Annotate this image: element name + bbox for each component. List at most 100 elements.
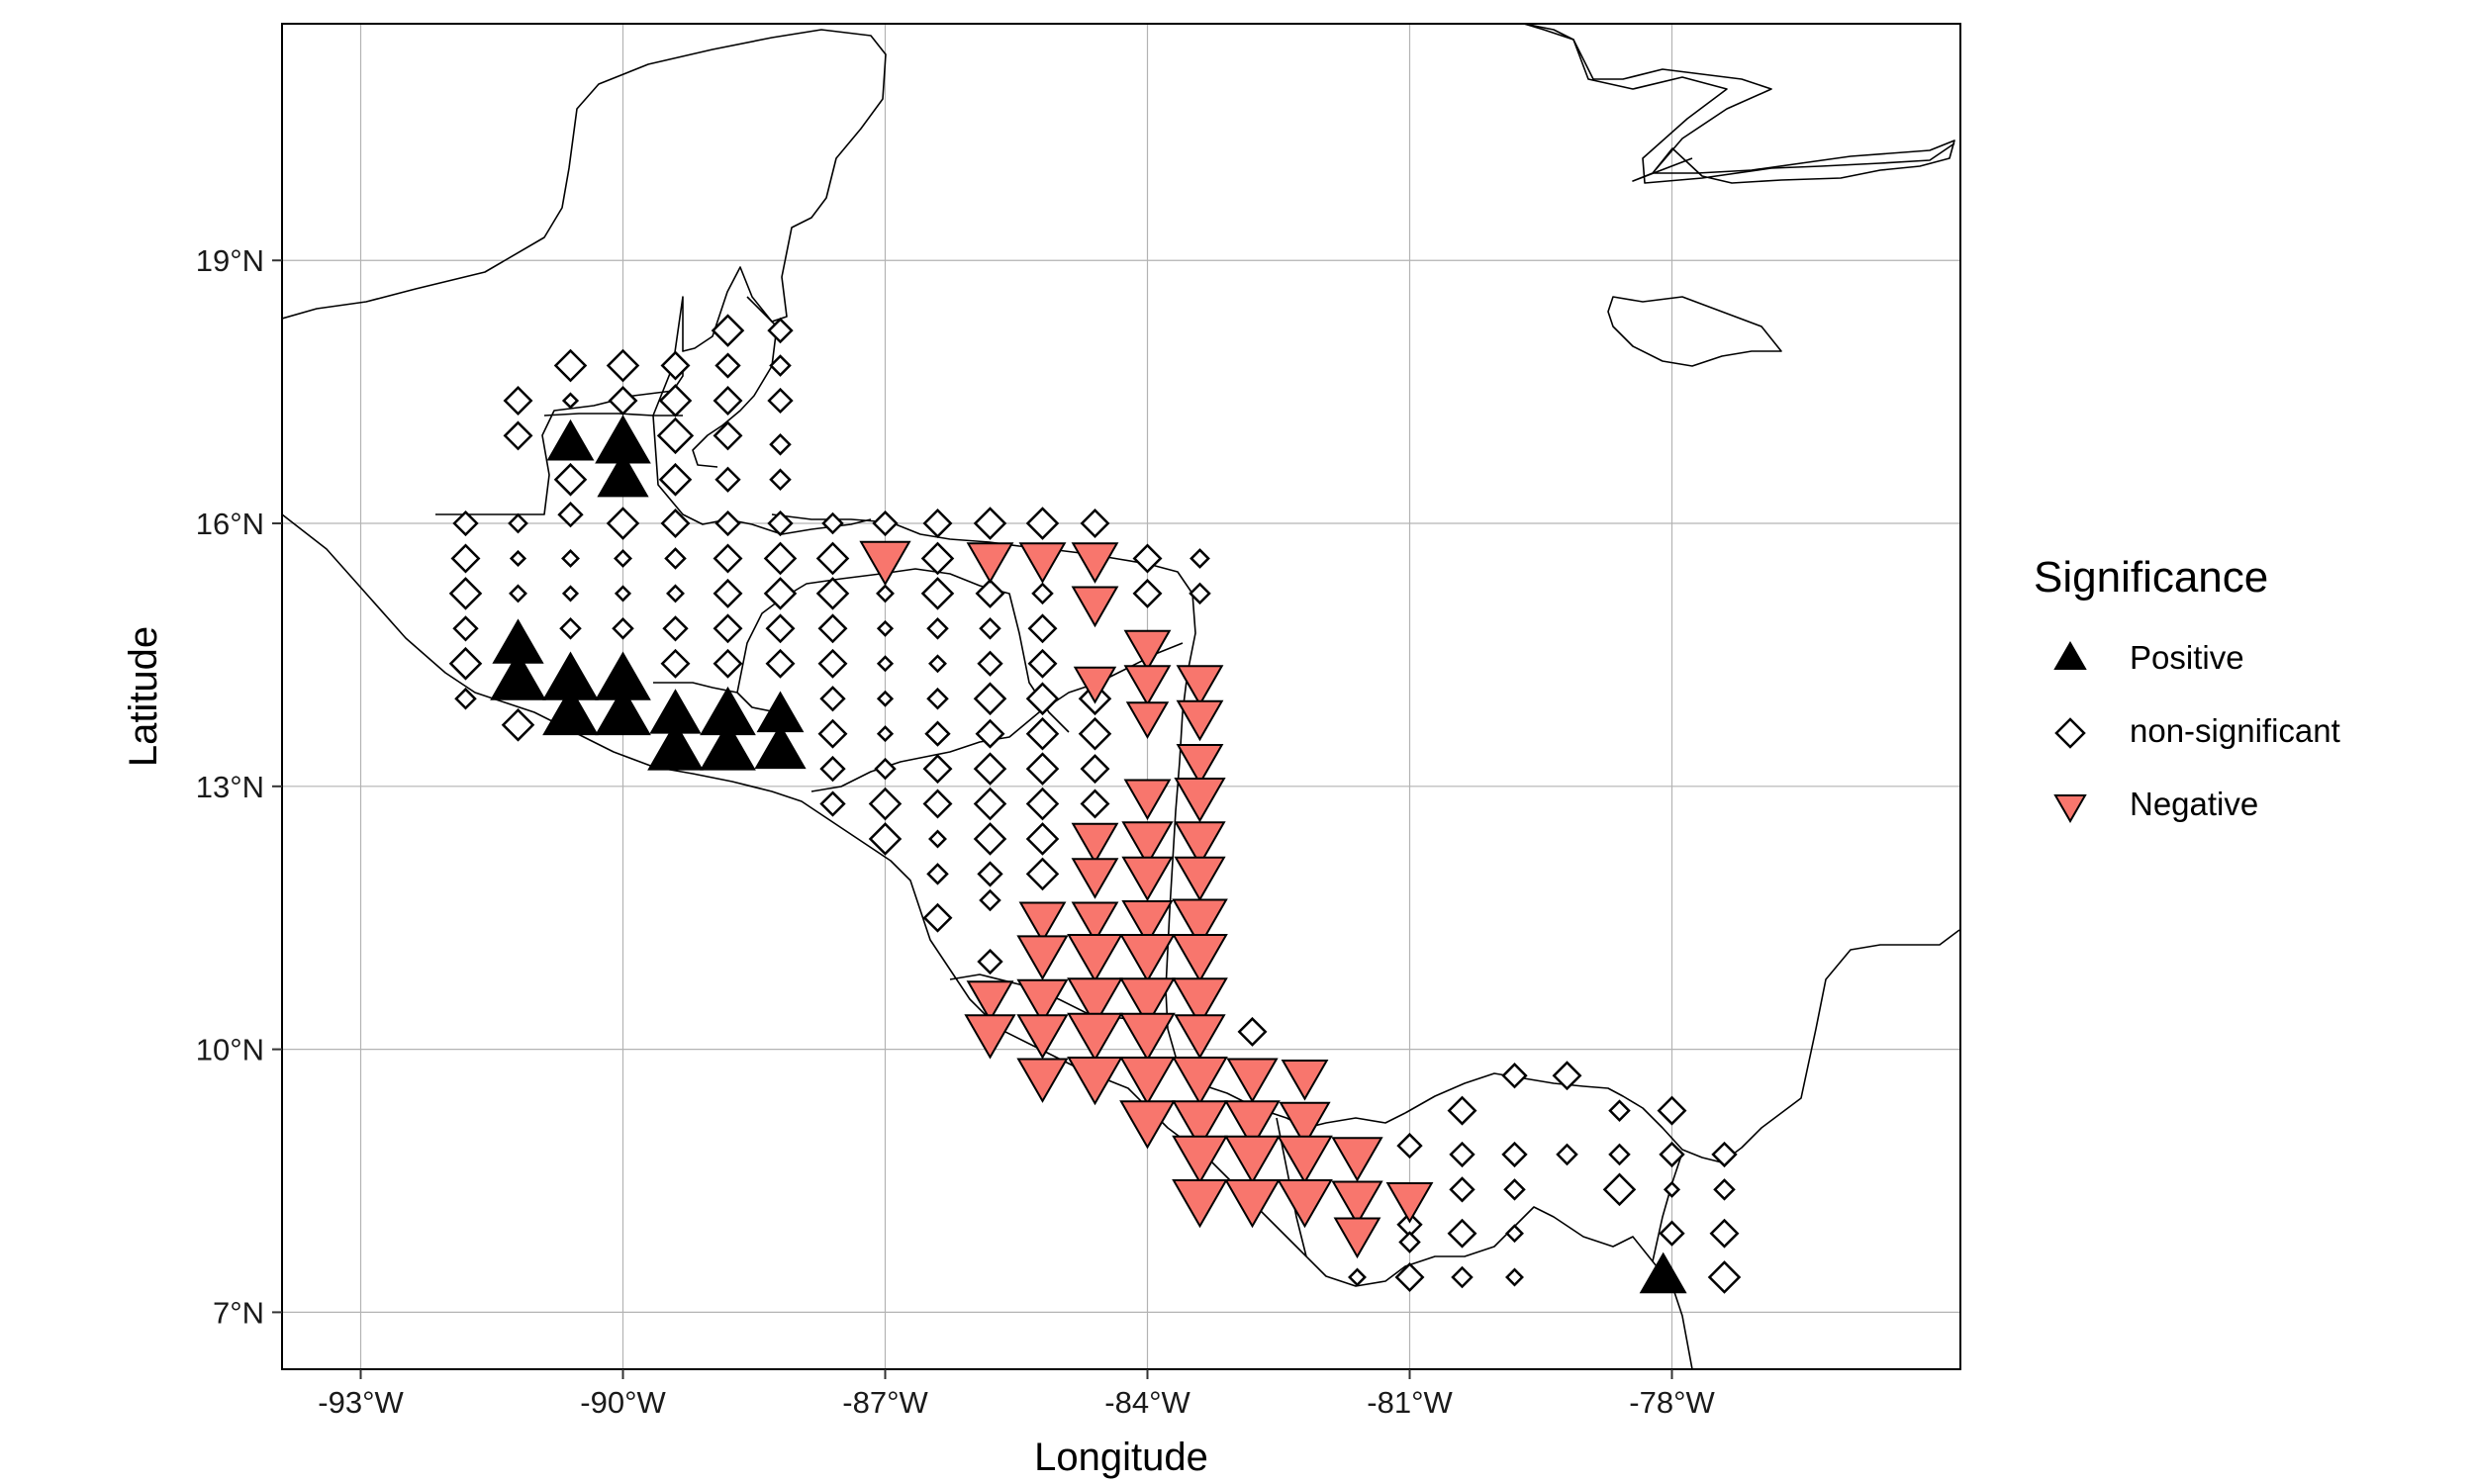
- panel-border: [281, 23, 1961, 1370]
- marker-positive-2: [597, 451, 649, 498]
- marker-negative-36: [1119, 1012, 1176, 1062]
- marker-non-significant-119: [1608, 1099, 1631, 1122]
- marker-non-significant-143: [1707, 1260, 1742, 1294]
- marker-negative-35: [1067, 1012, 1123, 1062]
- marker-non-significant-19: [714, 466, 741, 493]
- marker-non-significant-125: [1556, 1143, 1578, 1166]
- marker-non-significant-98: [1080, 754, 1110, 785]
- marker-non-significant-32: [1025, 507, 1060, 540]
- marker-positive-14: [754, 723, 807, 770]
- marker-non-significant-75: [876, 655, 895, 673]
- marker-non-significant-133: [1713, 1178, 1736, 1201]
- marker-negative-50: [1277, 1135, 1333, 1184]
- marker-non-significant-90: [975, 718, 1005, 749]
- y-axis-title: Latitude: [122, 626, 165, 767]
- marker-positive-12: [647, 721, 704, 771]
- marker-negative-25: [1067, 934, 1123, 983]
- marker-non-significant-84: [973, 682, 1007, 716]
- x-tick-label-4: -81°W: [1367, 1385, 1453, 1420]
- marker-non-significant-28: [821, 511, 844, 535]
- marker-non-significant-127: [1659, 1141, 1685, 1168]
- legend-label-positive: Positive: [2130, 639, 2244, 676]
- marker-non-significant-136: [1505, 1224, 1524, 1244]
- marker-positive-4: [490, 651, 546, 700]
- marker-non-significant-114: [977, 948, 1003, 975]
- marker-non-significant-79: [454, 687, 477, 710]
- legend-entry-positive: Positive: [2053, 639, 2244, 676]
- marker-non-significant-25: [452, 510, 479, 537]
- marker-non-significant-85: [819, 686, 846, 712]
- marker-negative-41: [1172, 1057, 1228, 1106]
- marker-non-significant-87: [817, 718, 848, 749]
- marker-negative-42: [1226, 1058, 1279, 1103]
- marker-non-significant-100: [922, 788, 953, 819]
- marker-negative-54: [1277, 1179, 1333, 1229]
- marker-negative-18: [1121, 856, 1174, 902]
- marker-non-significant-112: [922, 902, 953, 933]
- marker-negative-52: [1172, 1179, 1228, 1229]
- legend-label-negative: Negative: [2130, 786, 2258, 822]
- marker-negative-32: [1172, 977, 1228, 1027]
- marker-non-significant-23: [660, 509, 691, 538]
- marker-non-significant-122: [1396, 1132, 1423, 1159]
- marker-non-significant-48: [614, 585, 632, 603]
- marker-non-significant-60: [559, 617, 582, 640]
- legend-key-positive-triangle: [2053, 640, 2087, 670]
- marker-non-significant-51: [763, 577, 798, 610]
- marker-positive-0: [546, 418, 595, 461]
- marker-negative-26: [1119, 934, 1176, 983]
- marker-positive-13: [700, 721, 756, 771]
- marker-non-significant-22: [606, 507, 640, 540]
- marker-negative-30: [1067, 977, 1123, 1027]
- marker-negative-57: [1333, 1217, 1381, 1259]
- marker-non-significant-8: [561, 392, 580, 410]
- marker-non-significant-35: [509, 549, 527, 567]
- marker-non-significant-52: [815, 577, 850, 610]
- marker-negative-40: [1119, 1057, 1176, 1106]
- marker-non-significant-126: [1608, 1143, 1631, 1166]
- marker-non-significant-53: [876, 584, 895, 603]
- coastline-yucatan-belize: [282, 29, 887, 535]
- marker-non-significant-3: [606, 348, 640, 383]
- marker-non-significant-7: [503, 386, 533, 416]
- marker-non-significant-105: [868, 822, 903, 856]
- marker-non-significant-106: [928, 829, 947, 849]
- marker-negative-45: [1172, 1100, 1228, 1150]
- legend-label-non-significant: non-significant: [2130, 712, 2340, 749]
- border-mexico-guatemala: [543, 413, 683, 417]
- marker-non-significant-88: [876, 725, 895, 743]
- marker-non-significant-49: [666, 584, 685, 603]
- marker-non-significant-76: [928, 654, 947, 674]
- marker-non-significant-73: [765, 648, 796, 679]
- marker-non-significant-111: [1025, 857, 1060, 891]
- marker-negative-51: [1331, 1137, 1383, 1182]
- marker-non-significant-141: [1451, 1265, 1474, 1289]
- marker-non-significant-116: [1447, 1095, 1477, 1126]
- marker-non-significant-34: [450, 543, 481, 574]
- marker-non-significant-4: [660, 350, 691, 381]
- marker-negative-38: [1016, 1058, 1069, 1103]
- marker-negative-27: [1172, 934, 1228, 983]
- marker-non-significant-72: [713, 648, 743, 679]
- marker-non-significant-95: [922, 754, 953, 785]
- marker-non-significant-13: [503, 420, 533, 451]
- marker-non-significant-124: [1501, 1141, 1528, 1168]
- marker-non-significant-89: [924, 720, 951, 747]
- marker-non-significant-0: [711, 314, 745, 347]
- marker-non-significant-128: [1711, 1141, 1738, 1168]
- marker-non-significant-38: [664, 547, 687, 570]
- legend-title: Significance: [2034, 553, 2268, 602]
- marker-non-significant-67: [926, 617, 949, 640]
- marker-negative-55: [1331, 1180, 1383, 1226]
- marker-non-significant-58: [1189, 582, 1211, 605]
- x-tick-label-5: -78°W: [1629, 1385, 1715, 1420]
- marker-negative-34: [1016, 1014, 1069, 1060]
- border-guatemala-el-salvador: [653, 682, 778, 713]
- marker-negative-31: [1119, 977, 1176, 1027]
- marker-non-significant-96: [973, 752, 1007, 786]
- marker-non-significant-50: [713, 578, 743, 608]
- coastline-cuba-west-clean: [1523, 24, 1955, 184]
- y-tick-label-0: 7°N: [213, 1295, 264, 1330]
- coastline-belize-lagoon: [692, 296, 778, 468]
- marker-non-significant-16: [769, 433, 792, 456]
